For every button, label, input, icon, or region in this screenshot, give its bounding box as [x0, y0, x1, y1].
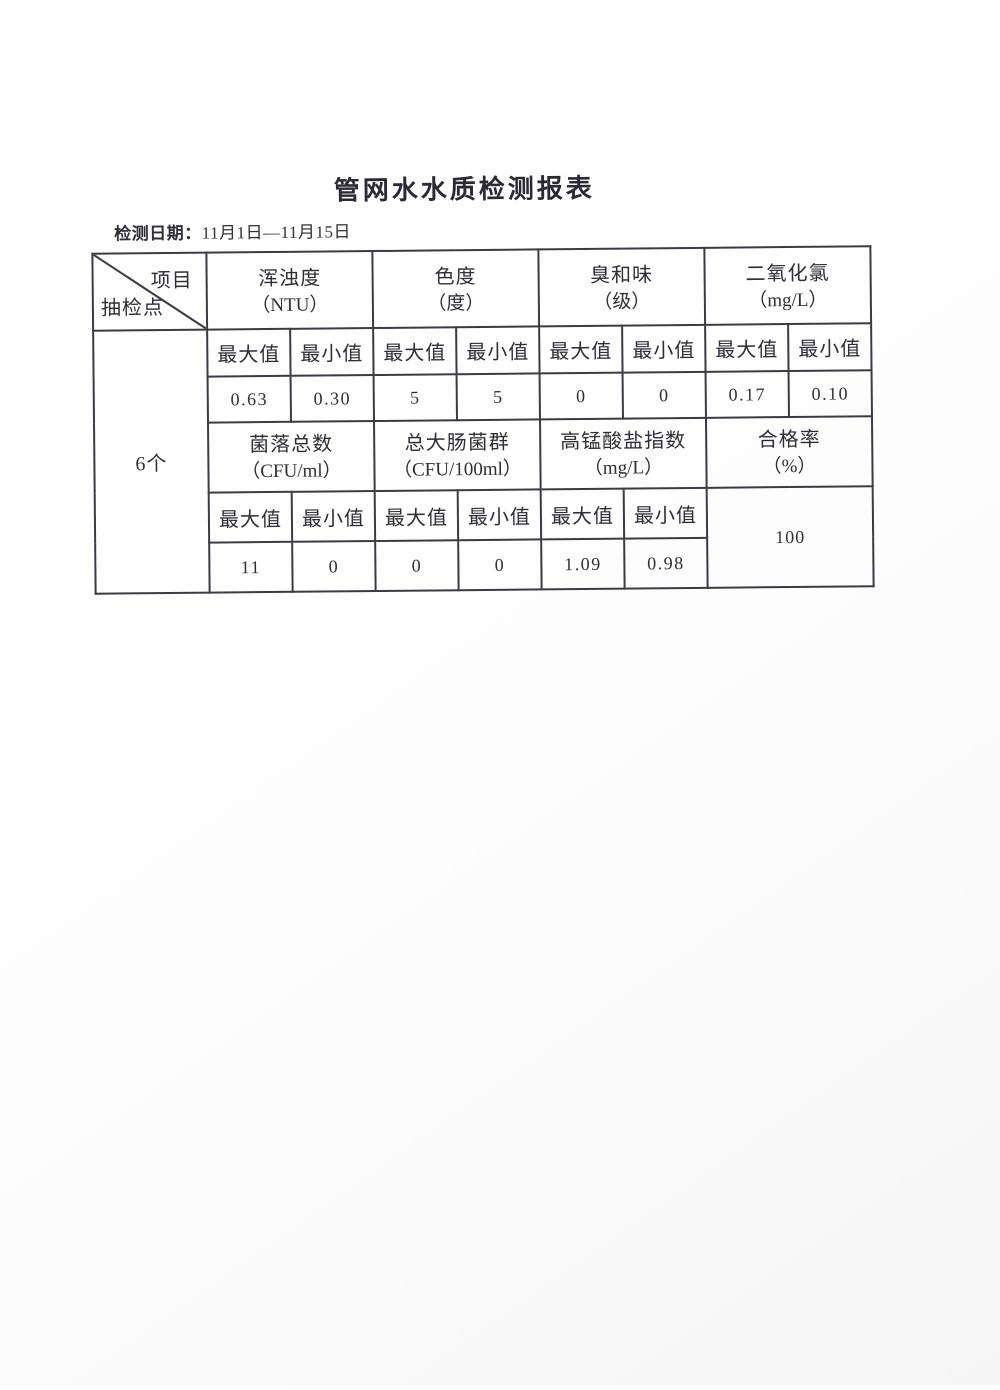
subheader-max-cell: 最大值 — [207, 328, 291, 377]
value-cell-coliform-max: 0 — [375, 540, 459, 592]
value-cell-turbidity-min: 0.30 — [290, 375, 375, 422]
pass-rate-value-cell: 100 — [706, 486, 874, 588]
water-quality-table: 项目 抽检点 浑浊度 （NTU） 色度 （度） 臭和味 （级） — [91, 245, 874, 594]
col-header-colony-count-unit: （CFU/ml） — [241, 460, 342, 483]
value-cell-odor-min: 0 — [622, 371, 706, 419]
subheader-min-cell: 最小值 — [622, 324, 706, 373]
subheader-max-cell: 最大值 — [208, 491, 293, 543]
col-header-coliform: 总大肠菌群 （CFU/100ml） — [374, 419, 541, 492]
value-cell-coliform-min: 0 — [458, 539, 542, 591]
test-date-line: 检测日期：11月1日—11月15日 — [114, 217, 351, 244]
value-cell-color-min: 5 — [456, 373, 540, 421]
corner-label-project: 项目 — [150, 269, 193, 293]
col-header-pass-rate-unit: （%） — [762, 455, 817, 478]
page-title: 管网水水质检测报表 — [333, 173, 595, 206]
table-row: 6个 最大值 最小值 最大值 最小值 最大值 最小值 最大值 最小值 — [93, 323, 872, 594]
table-row: 项目 抽检点 浑浊度 （NTU） 色度 （度） 臭和味 （级） — [92, 246, 872, 331]
col-header-coliform-name: 总大肠菌群 — [404, 431, 510, 455]
value-cell-colony-count-max: 11 — [209, 541, 293, 593]
table-row: 菌落总数 （CFU/ml） 总大肠菌群 （CFU/100ml） 高锰酸盐指数 （… — [94, 416, 873, 493]
value-cell-color-max: 5 — [373, 374, 458, 422]
value-cell-odor-max: 0 — [539, 372, 623, 420]
table-row: 最大值 最小值 最大值 最小值 最大值 最小值 100 — [95, 486, 874, 588]
col-header-pass-rate: 合格率 （%） — [705, 416, 873, 488]
diagonal-line — [93, 254, 206, 330]
col-header-chlorine-dioxide-unit: （mg/L） — [748, 289, 828, 312]
col-header-chlorine-dioxide: 二氧化氯 （mg/L） — [704, 246, 872, 325]
col-header-colony-count-name: 菌落总数 — [249, 433, 334, 457]
col-header-permanganate-name: 高锰酸盐指数 — [560, 430, 687, 454]
col-header-color-name: 色度 — [434, 265, 477, 289]
subheader-min-cell: 最小值 — [456, 326, 540, 375]
col-header-color: 色度 （度） — [372, 249, 540, 329]
col-header-permanganate: 高锰酸盐指数 （mg/L） — [539, 417, 707, 490]
subheader-max-cell: 最大值 — [540, 488, 625, 540]
subheader-min-cell: 最小值 — [291, 491, 376, 542]
subheader-min-cell: 最小值 — [788, 323, 872, 372]
col-header-odor: 臭和味 （级） — [538, 247, 706, 327]
value-cell-chlorine-dioxide-max: 0.17 — [705, 371, 789, 418]
table-row: 0.63 0.30 5 5 0 0 0.17 0.10 — [94, 370, 872, 423]
subheader-max-cell: 最大值 — [373, 327, 457, 376]
value-cell-colony-count-min: 0 — [292, 541, 376, 592]
test-date-label: 检测日期： — [114, 223, 202, 244]
col-header-permanganate-unit: （mg/L） — [583, 457, 664, 480]
value-cell-permanganate-min: 0.98 — [624, 537, 708, 589]
col-header-odor-unit: （级） — [593, 290, 651, 313]
col-header-color-unit: （度） — [427, 292, 485, 315]
col-header-turbidity: 浑浊度 （NTU） — [206, 251, 374, 330]
subheader-max-cell: 最大值 — [705, 324, 789, 372]
col-header-coliform-unit: （CFU/100ml） — [392, 458, 522, 481]
value-cell-permanganate-max: 1.09 — [541, 538, 625, 590]
subheader-min-cell: 最小值 — [290, 328, 374, 376]
subheader-min-cell: 最小值 — [457, 489, 542, 541]
corner-label-sampling-point: 抽检点 — [100, 297, 165, 320]
col-header-turbidity-name: 浑浊度 — [258, 267, 322, 290]
subheader-max-cell: 最大值 — [374, 490, 459, 542]
value-cell-chlorine-dioxide-min: 0.10 — [788, 370, 872, 418]
col-header-pass-rate-name: 合格率 — [757, 428, 821, 452]
subheader-min-cell: 最小值 — [623, 487, 708, 539]
col-header-chlorine-dioxide-name: 二氧化氯 — [745, 262, 830, 286]
value-cell-turbidity-max: 0.63 — [207, 375, 292, 423]
col-header-colony-count: 菌落总数 （CFU/ml） — [208, 421, 375, 493]
diagonal-header-cell: 项目 抽检点 — [92, 252, 208, 331]
col-header-odor-name: 臭和味 — [590, 263, 654, 287]
test-date-value: 11月1日—11月15日 — [201, 222, 352, 243]
col-header-turbidity-unit: （NTU） — [251, 294, 329, 316]
subheader-max-cell: 最大值 — [539, 325, 623, 374]
sample-count-cell: 6个 — [93, 329, 210, 594]
